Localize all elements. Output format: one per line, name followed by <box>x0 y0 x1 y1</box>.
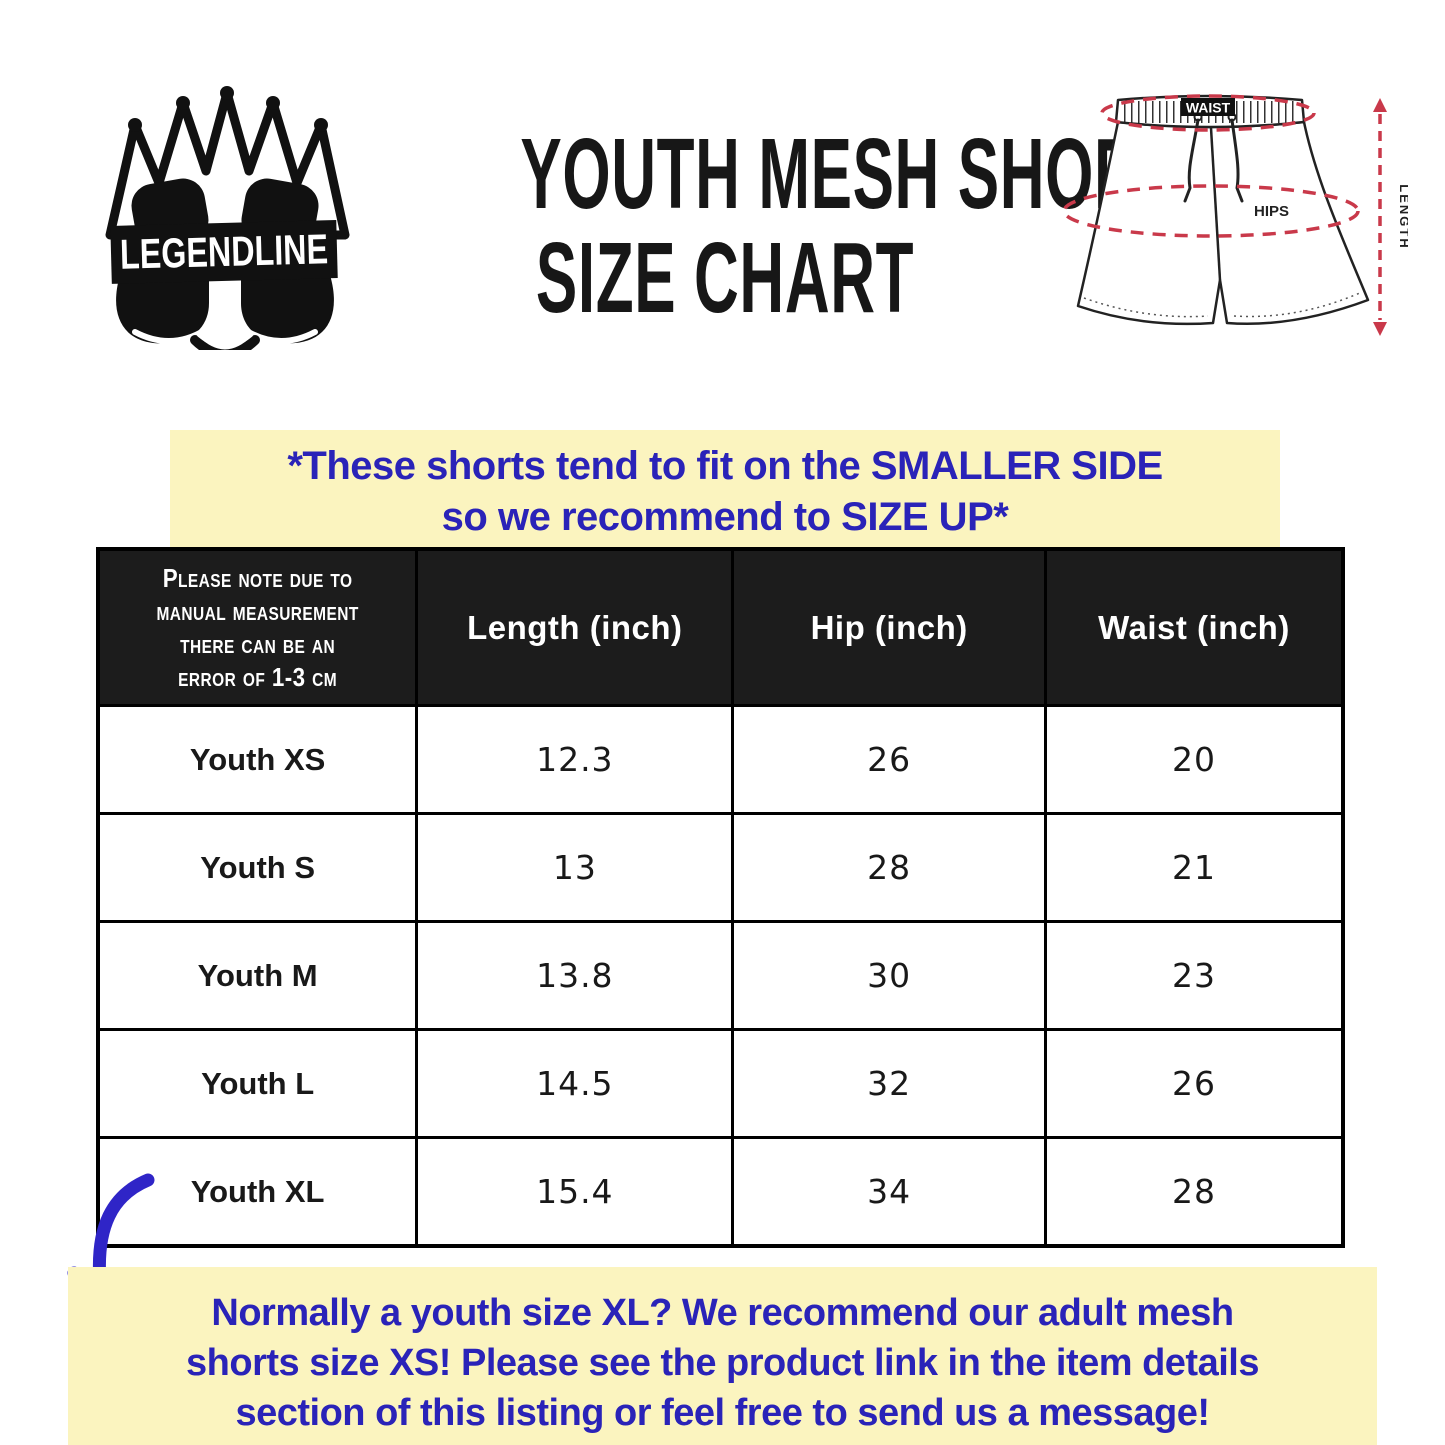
length-value-cell: 13.8 <box>415 920 735 1031</box>
page-title: YOUTH MESH SHORTS SIZE CHART <box>395 118 1220 334</box>
fit-warning-banner: *These shorts tend to fit on the SMALLER… <box>170 430 1280 547</box>
table-row: Youth XL 15.4 34 28 <box>96 1136 1345 1248</box>
hip-value-cell: 30 <box>731 920 1047 1031</box>
waist-value-cell: 26 <box>1043 1028 1345 1139</box>
note-line: there can be an <box>180 628 336 659</box>
title-line-2: SIZE CHART <box>535 222 915 334</box>
table-header-row: Please note due to manual measurement th… <box>96 547 1345 707</box>
waist-value-cell: 21 <box>1043 812 1345 923</box>
length-value-cell: 13 <box>415 812 735 923</box>
size-chart-table: Please note due to manual measurement th… <box>96 547 1345 1248</box>
hips-label: HIPS <box>1254 203 1289 220</box>
brand-logo: LEGENDLINE <box>95 85 395 360</box>
size-name-cell: Youth XS <box>96 704 419 815</box>
note-line: Please note due to <box>162 562 353 593</box>
hip-value-cell: 26 <box>731 704 1047 815</box>
length-value-cell: 14.5 <box>415 1028 735 1139</box>
table-row: Youth XS 12.3 26 20 <box>96 704 1345 815</box>
size-name-cell: Youth XL <box>96 1136 419 1248</box>
hip-value-cell: 28 <box>731 812 1047 923</box>
shorts-diagram-icon: WAIST HIPS LENGTH <box>1062 94 1412 336</box>
table-row: Youth M 13.8 30 23 <box>96 920 1345 1031</box>
length-value-cell: 15.4 <box>415 1136 735 1248</box>
hip-value-cell: 34 <box>731 1136 1047 1248</box>
fit-warning-line-2: so we recommend to SIZE UP* <box>441 495 1009 539</box>
waist-value-cell: 23 <box>1043 920 1345 1031</box>
column-header-hip: Hip (inch) <box>731 547 1047 707</box>
sizing-recommendation-banner: Normally a youth size XL? We recommend o… <box>68 1267 1377 1445</box>
note-line: manual measurement <box>156 595 359 626</box>
title-line-1: YOUTH MESH SHORTS <box>520 118 1220 230</box>
shorts-measurement-diagram: WAIST HIPS LENGTH <box>1048 70 1412 370</box>
fit-warning-line-1: *These shorts tend to fit on the SMALLER… <box>287 444 1163 488</box>
logo-wordmark: LEGENDLINE <box>119 225 328 277</box>
length-value-cell: 12.3 <box>415 704 735 815</box>
size-name-cell: Youth L <box>96 1028 419 1139</box>
table-row: Youth L 14.5 32 26 <box>96 1028 1345 1139</box>
size-name-cell: Youth M <box>96 920 419 1031</box>
recommendation-line-2: shorts size XS! Please see the product l… <box>186 1342 1259 1384</box>
recommendation-line-3: section of this listing or feel free to … <box>235 1392 1210 1434</box>
length-label: LENGTH <box>1397 184 1408 249</box>
column-header-length: Length (inch) <box>415 547 735 707</box>
measurement-note-cell: Please note due to manual measurement th… <box>96 547 419 707</box>
note-line: error of 1-3 cm <box>178 661 338 692</box>
waist-value-cell: 20 <box>1043 704 1345 815</box>
crown-gloves-logo-icon: LEGENDLINE <box>105 86 350 360</box>
waist-label: WAIST <box>1186 100 1231 116</box>
waist-value-cell: 28 <box>1043 1136 1345 1248</box>
table-row: Youth S 13 28 21 <box>96 812 1345 923</box>
size-name-cell: Youth S <box>96 812 419 923</box>
recommendation-line-1: Normally a youth size XL? We recommend o… <box>211 1292 1234 1334</box>
column-header-waist: Waist (inch) <box>1043 547 1345 707</box>
hip-value-cell: 32 <box>731 1028 1047 1139</box>
